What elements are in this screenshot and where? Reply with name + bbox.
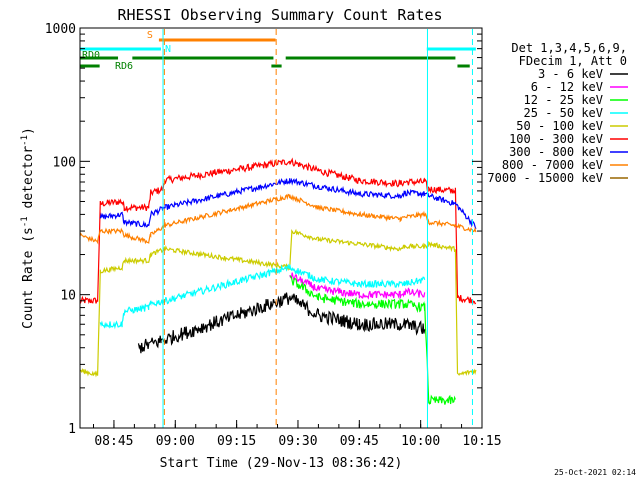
legend: Det 1,3,4,5,6,9, FDecim 1, Att 0 3 - 6 k…: [487, 41, 628, 185]
series-50-100-kev: [79, 228, 477, 378]
x-tick-label-2: 09:15: [217, 434, 256, 449]
x-tick-label-0: 08:45: [94, 434, 133, 449]
x-tick-label-4: 09:45: [340, 434, 379, 449]
axes-layer: 1 10 100 1000 08:45 09:00 09:15 09:30 09:45 10:00…: [45, 22, 502, 449]
legend-header-line-1: Det 1,3,4,5,6,9,: [511, 41, 627, 55]
x-tick-label-3: 09:30: [278, 434, 317, 449]
series-300-800-kev: [99, 177, 477, 230]
series-800-7000-kev: [79, 193, 477, 245]
series-layer: [79, 157, 477, 405]
legend-label-25-50-kev: 25 - 50 keV: [524, 106, 603, 120]
series-6-12-kev: [289, 272, 426, 300]
x-axis-label: Start Time (29-Nov-13 08:36:42): [160, 456, 403, 471]
legend-label-3-6-kev: 3 - 6 keV: [538, 67, 603, 81]
legend-label-12-25-kev: 12 - 25 keV: [524, 93, 603, 107]
series-25-50-kev: [99, 263, 426, 330]
y-tick-label-1: 10: [60, 289, 76, 304]
x-tick-label-5: 10:00: [401, 434, 440, 449]
x-tick-label-6: 10:15: [462, 434, 501, 449]
series-12-25-kev: [289, 275, 456, 405]
flag-label-rd0: RD0: [82, 50, 100, 61]
chart-title: RHESSI Observing Summary Count Rates: [117, 6, 442, 24]
y-tick-label-0: 1: [68, 422, 76, 437]
x-tick-label-1: 09:00: [156, 434, 195, 449]
flag-label-rd6: RD6: [115, 61, 133, 72]
plot-frame: [79, 27, 483, 429]
flag-label-s: S: [147, 30, 153, 41]
y-tick-label-2: 100: [53, 155, 76, 170]
legend-label-100-300-kev: 100 - 300 keV: [509, 132, 603, 146]
legend-label-7000-15000-kev: 7000 - 15000 keV: [487, 171, 603, 185]
legend-label-6-12-kev: 6 - 12 keV: [531, 80, 603, 94]
flags-layer: S N RD0 RD6: [80, 30, 476, 72]
y-tick-label-3: 1000: [45, 22, 76, 37]
series-3-6-kev: [137, 292, 426, 354]
legend-header-line-2: FDecim 1, Att 0: [519, 54, 627, 68]
series-100-300-kev: [79, 157, 477, 306]
timestamp: 25-Oct-2021 02:14: [554, 468, 636, 477]
legend-label-50-100-kev: 50 - 100 keV: [516, 119, 603, 133]
flag-label-n: N: [165, 44, 171, 55]
legend-label-300-800-kev: 300 - 800 keV: [509, 145, 603, 159]
y-axis-label: Count Rate (s-1 detector-1): [20, 127, 36, 329]
legend-label-800-7000-kev: 800 - 7000 keV: [502, 158, 603, 172]
vlines-layer: [162, 29, 473, 428]
